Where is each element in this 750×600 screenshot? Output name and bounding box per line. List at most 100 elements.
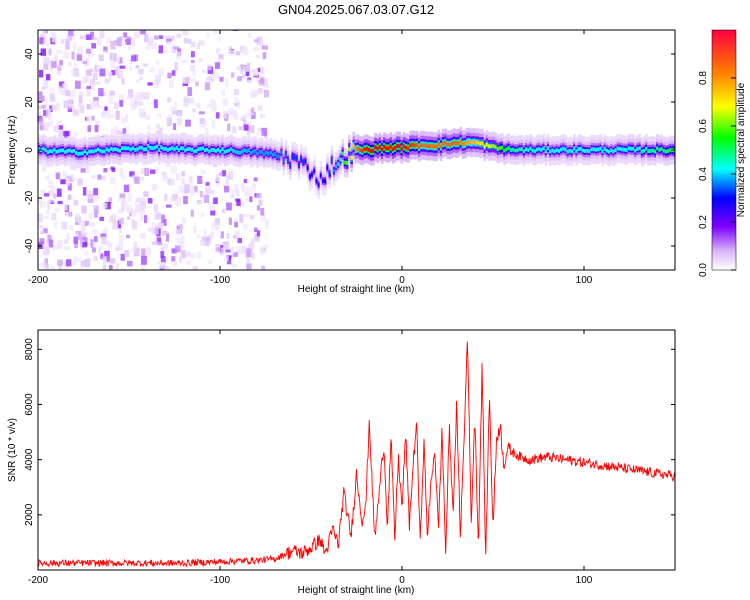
noise-cell <box>135 65 139 69</box>
noise-cell <box>51 104 57 111</box>
noise-cell <box>184 104 188 108</box>
ridge-cell <box>223 149 227 154</box>
ridge-cell <box>86 151 89 156</box>
noise-cell <box>181 217 186 224</box>
noise-cell <box>185 119 191 127</box>
noise-cell <box>66 175 72 179</box>
noise-cell <box>221 170 227 177</box>
noise-cell <box>158 222 163 229</box>
noise-cell <box>60 179 66 185</box>
ridge-cell <box>431 144 434 149</box>
noise-cell <box>258 79 264 84</box>
noise-cell <box>138 68 144 75</box>
ridge-cell <box>501 145 504 150</box>
noise-cell <box>114 56 120 63</box>
noise-cell <box>199 124 206 128</box>
ridge-cell <box>238 150 242 155</box>
x-tick-label: 100 <box>576 575 593 586</box>
noise-cell <box>188 184 194 191</box>
noise-cell <box>52 57 57 65</box>
noise-cell <box>115 245 120 251</box>
noise-cell <box>190 78 197 83</box>
noise-cell <box>103 46 108 53</box>
noise-cell <box>166 117 172 127</box>
ridge-cell <box>328 171 332 176</box>
noise-cell <box>230 72 235 78</box>
noise-cell <box>147 36 154 46</box>
noise-cell <box>221 89 226 97</box>
noise-cell <box>104 78 110 84</box>
noise-cell <box>261 45 268 50</box>
ridge-cell <box>658 147 661 152</box>
noise-cell <box>166 38 172 42</box>
ridge-cell <box>387 146 391 151</box>
noise-cell <box>181 60 186 64</box>
noise-cell <box>44 42 51 46</box>
noise-cell <box>129 171 135 177</box>
noise-cell <box>91 229 98 235</box>
noise-cell <box>45 74 51 81</box>
noise-cell <box>243 213 250 218</box>
ridge-cell <box>459 139 463 144</box>
noise-cell <box>211 102 217 112</box>
noise-cell <box>93 236 98 243</box>
noise-cell <box>210 210 216 216</box>
ridge-cell <box>300 157 303 162</box>
ridge-cell <box>256 151 259 156</box>
ridge-cell <box>564 147 567 152</box>
ridge-cell <box>81 151 85 156</box>
noise-cell <box>175 197 182 207</box>
noise-cell <box>113 53 117 62</box>
noise-cell <box>199 239 205 246</box>
noise-cell <box>227 123 231 132</box>
noise-cell <box>263 89 270 98</box>
ridge-cell <box>625 148 629 153</box>
noise-cell <box>244 112 250 119</box>
ridge-cell <box>562 146 565 151</box>
ridge-cell <box>219 149 222 154</box>
noise-cell <box>89 102 94 109</box>
noise-cell <box>229 170 234 176</box>
ridge-cell <box>573 146 576 151</box>
noise-cell <box>41 104 47 109</box>
noise-cell <box>258 199 263 206</box>
noise-cell <box>204 240 210 246</box>
noise-cell <box>227 256 231 261</box>
noise-cell <box>164 49 168 55</box>
noise-cell <box>73 236 79 244</box>
ridge-cell <box>302 160 305 165</box>
ridge-cell <box>337 162 340 166</box>
ridge-cell <box>173 147 177 152</box>
ridge-cell <box>590 147 594 152</box>
noise-cell <box>205 182 210 186</box>
noise-cell <box>151 228 156 234</box>
ridge-cell <box>409 143 412 148</box>
noise-cell <box>133 241 137 251</box>
noise-cell <box>98 88 104 97</box>
ridge-cell <box>116 148 120 152</box>
noise-cell <box>156 237 162 243</box>
noise-cell <box>144 167 150 177</box>
noise-cell <box>72 42 77 52</box>
noise-cell <box>190 51 195 58</box>
noise-cell <box>260 207 265 216</box>
noise-cell <box>119 167 124 177</box>
noise-cell <box>250 111 256 119</box>
noise-cell <box>86 104 92 110</box>
noise-cell <box>127 216 131 220</box>
noise-cell <box>59 59 64 66</box>
noise-cell <box>162 230 168 236</box>
ridge-cell <box>72 149 76 153</box>
ridge-cell <box>420 143 423 148</box>
noise-cell <box>218 172 223 176</box>
noise-cell <box>145 115 151 121</box>
ridge-cell <box>393 145 397 150</box>
noise-cell <box>69 91 74 101</box>
noise-cell <box>55 102 60 111</box>
ridge-cell <box>332 168 336 173</box>
noise-cell <box>160 251 165 259</box>
noise-cell <box>118 242 123 251</box>
noise-cell <box>117 208 122 213</box>
noise-cell <box>87 125 91 132</box>
ridge-cell <box>315 178 318 183</box>
